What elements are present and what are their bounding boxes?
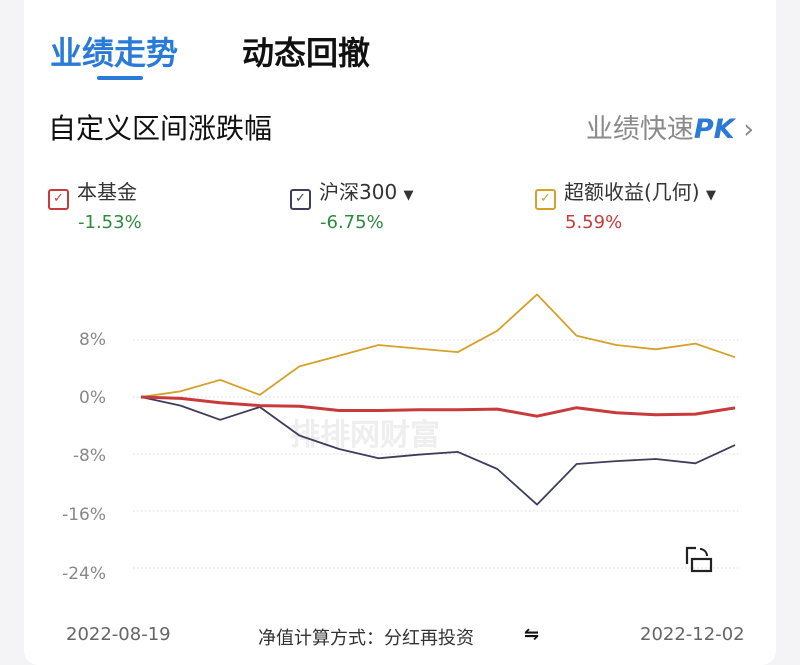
end-date: 2022-12-02 [640,624,745,645]
legend-value: -1.53% [78,212,142,233]
pk-link[interactable]: 业绩快速PK › [586,107,754,146]
checkbox-icon[interactable]: ✓ [290,189,311,210]
dropdown-arrow-icon[interactable]: ▼ [705,188,716,203]
dropdown-arrow-icon[interactable]: ▼ [403,188,414,203]
start-date: 2022-08-19 [66,624,171,645]
tab-performance[interactable]: 业绩走势 [50,34,179,72]
legend-label: 沪深300 [319,180,398,204]
pk-accent: PK [693,114,735,145]
series-line [140,293,736,398]
legend-excess[interactable]: ✓ 超额收益(几何) ▼ 5.59% [535,176,716,233]
checkbox-icon[interactable]: ✓ [535,189,556,210]
legend-hs300[interactable]: ✓ 沪深300 ▼ -6.75% [290,176,414,233]
swap-icon[interactable]: ⇋ [524,624,540,645]
y-tick: -16% [62,505,106,525]
y-tick: -8% [72,446,106,466]
chevron-right-icon: › [743,114,754,145]
calc-method[interactable]: 净值计算方式：分红再投资 [258,628,474,649]
rotate-screen-icon[interactable] [684,544,714,574]
performance-card [24,0,776,665]
legend-label: 超额收益(几何) [564,180,700,204]
y-tick: 0% [79,388,106,408]
checkbox-icon[interactable]: ✓ [48,189,69,210]
legend-fund[interactable]: ✓ 本基金 -1.53% [48,176,142,233]
watermark: 排排网财富 [290,418,440,453]
series-line [140,396,736,506]
y-tick: -24% [62,564,106,584]
tab-drawdown[interactable]: 动态回撤 [242,34,371,72]
pk-label: 业绩快速 [585,114,694,145]
legend-value: 5.59% [565,212,623,233]
y-tick: 8% [79,330,106,350]
legend-label: 本基金 [77,180,137,204]
legend-value: -6.75% [320,212,384,233]
section-title: 自定义区间涨跌幅 [48,112,273,145]
active-tab-indicator [97,76,143,80]
series-line [140,395,736,418]
